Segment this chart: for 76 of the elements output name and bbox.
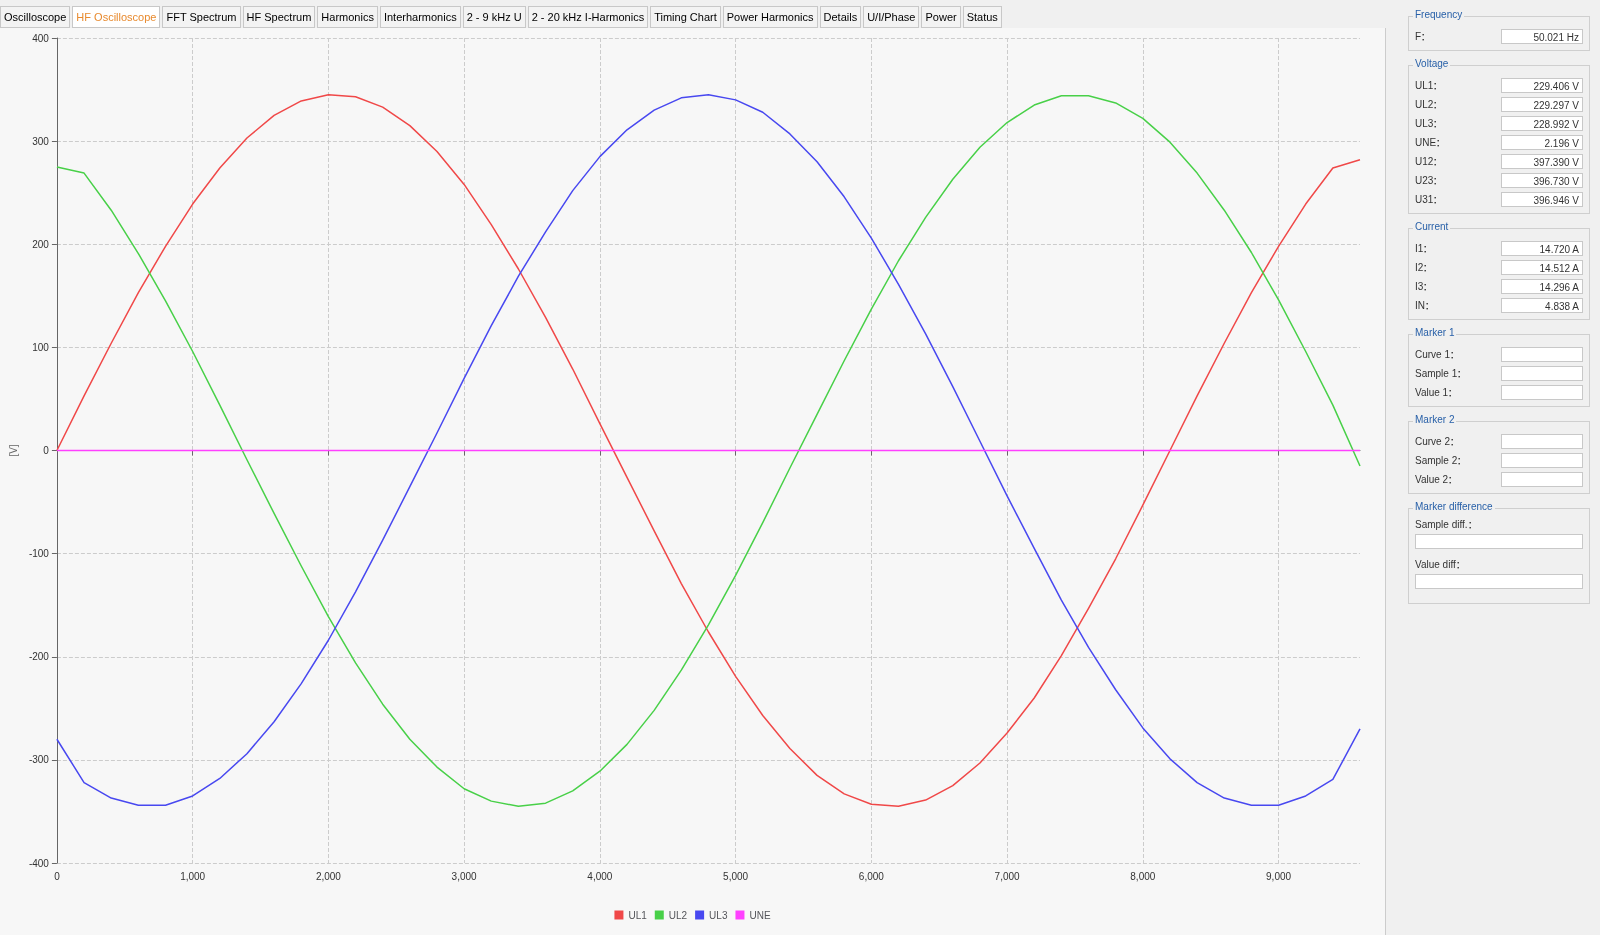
text: 2 - 9 kHz U bbox=[462, 6, 526, 28]
y-tick-label: 400 bbox=[32, 32, 50, 44]
text: Frequency bbox=[1413, 9, 1465, 20]
x-tick-label: 0 bbox=[54, 870, 61, 882]
category-label: Value diff bbox=[1415, 559, 1457, 570]
text: Interharmonics bbox=[379, 6, 461, 28]
text: Timing Chart bbox=[650, 6, 721, 28]
text-field: 229.406 V bbox=[1501, 78, 1583, 93]
y-tick-label: 0 bbox=[43, 445, 50, 456]
category-label: I2 bbox=[1415, 262, 1425, 273]
x-tick-label: 5,000 bbox=[723, 870, 749, 882]
text: Current bbox=[1413, 221, 1451, 232]
category-label: I1 bbox=[1415, 243, 1425, 254]
text-field: 4.838 A bbox=[1501, 298, 1583, 313]
y-tick-label: -400 bbox=[28, 857, 50, 869]
text-field: 14.720 A bbox=[1501, 241, 1583, 256]
text-field: 14.512 A bbox=[1501, 260, 1583, 275]
text-field: 14.296 A bbox=[1501, 279, 1583, 294]
x-tick-label: 4,000 bbox=[587, 870, 613, 882]
y-tick-label: -100 bbox=[28, 548, 50, 560]
x-tick-label: 8,000 bbox=[1130, 870, 1156, 882]
category-label: UNE bbox=[1415, 137, 1438, 148]
text-field: 229.297 V bbox=[1501, 97, 1583, 112]
category-label: UL3 bbox=[1415, 118, 1435, 129]
category-label: U23 bbox=[1415, 175, 1435, 186]
legend-label: UNE bbox=[749, 909, 771, 921]
legend-label: UL2 bbox=[668, 909, 688, 921]
category-label: UL1 bbox=[1415, 80, 1435, 91]
category-label: Sample diff. bbox=[1415, 519, 1469, 530]
text: Details bbox=[819, 6, 862, 28]
text: Marker 1 bbox=[1413, 327, 1457, 338]
y-tick-label: -300 bbox=[28, 754, 50, 766]
legend-label: UL1 bbox=[628, 909, 648, 921]
category-label: UL2 bbox=[1415, 99, 1435, 110]
text-field: 2.196 V bbox=[1501, 135, 1583, 150]
text: FFT Spectrum bbox=[162, 6, 241, 28]
text-field: 228.992 V bbox=[1501, 116, 1583, 131]
text: 2 - 20 kHz I-Harmonics bbox=[527, 6, 649, 28]
text: Voltage bbox=[1413, 58, 1451, 69]
legend-label: UL3 bbox=[709, 909, 728, 921]
y-axis-title: [V] bbox=[7, 444, 19, 457]
x-tick-label: 1,000 bbox=[180, 870, 206, 882]
text: HF Spectrum bbox=[242, 6, 316, 28]
x-tick-label: 2,000 bbox=[315, 870, 342, 882]
text: U/I/Phase bbox=[863, 6, 920, 28]
category-label: F bbox=[1415, 31, 1423, 42]
text: Power bbox=[921, 6, 961, 28]
category-label: Sample 1 bbox=[1415, 368, 1459, 379]
x-tick-label: 3,000 bbox=[451, 870, 478, 882]
category-label: I3 bbox=[1415, 281, 1425, 292]
category-label: Curve 1 bbox=[1415, 349, 1451, 360]
text: Marker 2 bbox=[1413, 414, 1457, 425]
text: Status bbox=[962, 6, 1002, 28]
category-label: Value 2 bbox=[1415, 474, 1450, 485]
text: Harmonics bbox=[317, 6, 378, 28]
text: Oscilloscope bbox=[0, 6, 71, 28]
x-tick-label: 7,000 bbox=[994, 870, 1021, 882]
text-field: 396.946 V bbox=[1501, 192, 1583, 207]
text: Marker difference bbox=[1413, 501, 1495, 512]
category-label: Curve 2 bbox=[1415, 436, 1451, 447]
text-field: 396.730 V bbox=[1501, 173, 1583, 188]
text-field: 397.390 V bbox=[1501, 154, 1583, 169]
y-tick-label: -200 bbox=[28, 651, 50, 663]
text: HF Oscilloscope bbox=[72, 6, 161, 28]
x-tick-label: 6,000 bbox=[858, 870, 885, 882]
y-tick-label: 300 bbox=[32, 135, 50, 147]
y-tick-label: 200 bbox=[32, 238, 50, 250]
category-label: Value 1 bbox=[1415, 387, 1450, 398]
category-label: IN bbox=[1415, 300, 1426, 311]
text-field: 50.021 Hz bbox=[1501, 29, 1583, 44]
x-tick-label: 9,000 bbox=[1266, 870, 1292, 882]
y-tick-label: 100 bbox=[32, 341, 50, 353]
text: Power Harmonics bbox=[722, 6, 818, 28]
category-label: Sample 2 bbox=[1415, 455, 1459, 466]
category-label: U31 bbox=[1415, 194, 1435, 205]
category-label: U12 bbox=[1415, 156, 1435, 167]
